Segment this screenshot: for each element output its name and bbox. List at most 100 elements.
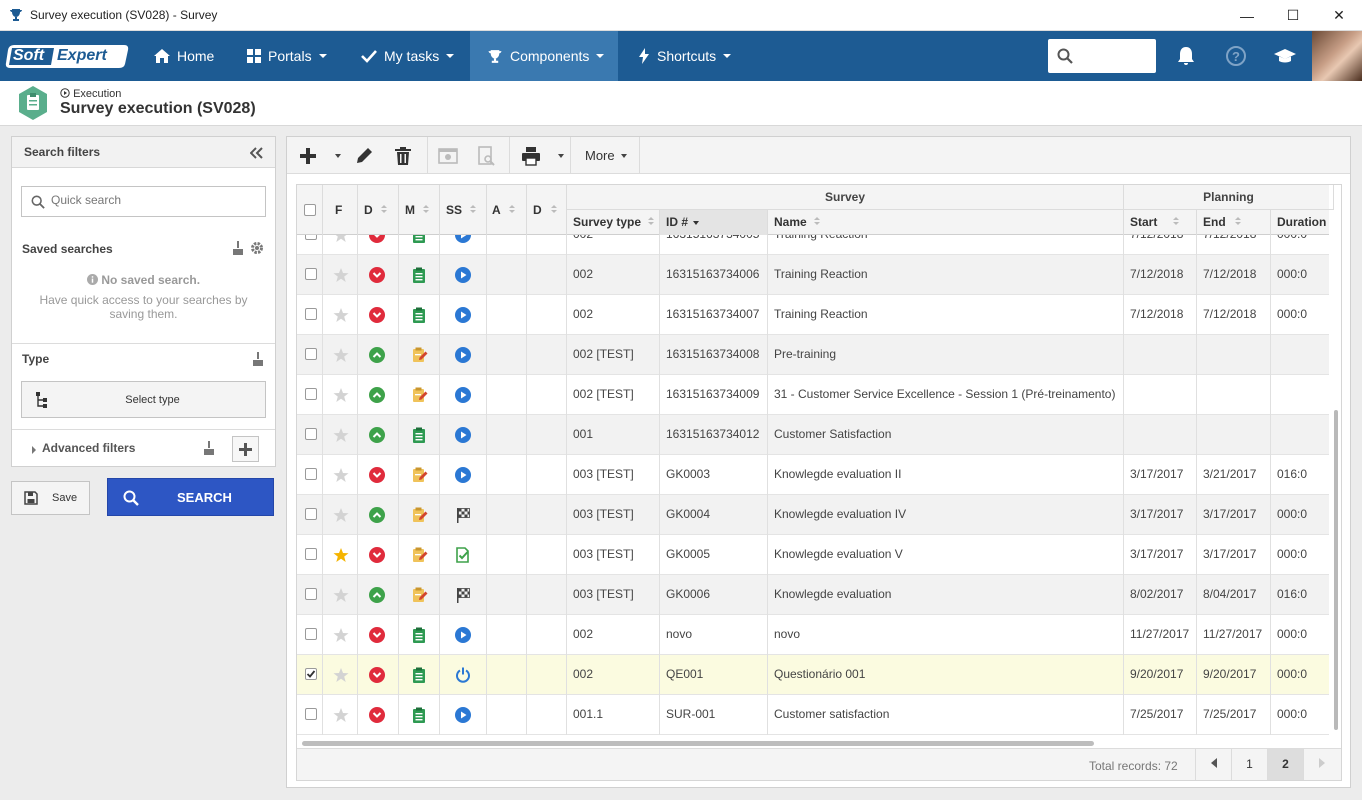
graduation-cap-icon[interactable] (1273, 44, 1297, 68)
col-f[interactable]: F (323, 185, 358, 235)
vertical-scroll-thumb[interactable] (1334, 410, 1338, 730)
star-icon[interactable] (333, 467, 349, 483)
star-icon[interactable] (333, 267, 349, 283)
end-date-cell: 11/27/2017 (1197, 615, 1271, 655)
row-checkbox[interactable] (305, 348, 317, 360)
col-id-label: ID # (666, 215, 689, 229)
row-checkbox[interactable] (305, 388, 317, 400)
clear-broom-icon[interactable] (203, 441, 215, 455)
row-checkbox[interactable] (305, 628, 317, 640)
bell-icon[interactable] (1174, 44, 1198, 68)
gear-icon[interactable] (250, 241, 264, 255)
col-d[interactable]: D (358, 185, 399, 235)
row-checkbox[interactable] (305, 508, 317, 520)
star-icon[interactable] (333, 235, 349, 243)
nav-my-tasks[interactable]: My tasks (348, 31, 464, 81)
end-date-cell: 8/04/2017 (1197, 575, 1271, 615)
table-row[interactable]: 003 [TEST] GK0004 Knowlegde evaluation IV 3… (297, 495, 1329, 535)
breadcrumb[interactable]: Execution (60, 88, 121, 100)
quick-search-field[interactable] (21, 186, 266, 217)
table-row[interactable]: 001 16315163734012 Customer Satisfaction (297, 415, 1329, 455)
search-button[interactable]: SEARCH (107, 478, 274, 516)
col-m[interactable]: M (399, 185, 440, 235)
row-checkbox[interactable] (305, 428, 317, 440)
quick-search-input[interactable] (51, 193, 251, 207)
status-down-icon (369, 707, 385, 723)
row-checkbox[interactable] (305, 235, 317, 240)
star-icon[interactable] (333, 707, 349, 723)
clear-broom-icon[interactable] (232, 241, 244, 255)
trash-icon[interactable] (392, 145, 414, 167)
table-row[interactable]: 002 novo novo 11/27/2017 11/27/2017 000:0 (297, 615, 1329, 655)
row-checkbox[interactable] (305, 548, 317, 560)
table-row[interactable]: 001.1 SUR-001 Customer satisfaction 7/25/20… (297, 695, 1329, 735)
nav-portals[interactable]: Portals (236, 31, 340, 81)
table-row[interactable]: 002 QE001 Questionário 001 9/20/2017 9/20/20… (297, 655, 1329, 695)
print-dropdown-caret[interactable] (558, 154, 564, 158)
duration-text: 016:0 (1277, 467, 1308, 481)
add-filter-button[interactable] (232, 436, 259, 462)
col-a[interactable]: A (487, 185, 527, 235)
col-d2[interactable]: D (527, 185, 567, 235)
star-icon[interactable] (333, 307, 349, 323)
nav-components[interactable]: Components (470, 31, 618, 81)
save-button[interactable]: Save (11, 481, 90, 515)
col-duration[interactable]: Duration (1271, 210, 1331, 235)
vertical-scrollbar[interactable] (1332, 235, 1340, 738)
star-icon[interactable] (333, 347, 349, 363)
collapse-double-chevron-icon[interactable] (250, 147, 264, 159)
col-ss[interactable]: SS (440, 185, 487, 235)
user-avatar[interactable] (1312, 31, 1362, 81)
survey-type-cell: 002 (567, 235, 660, 255)
close-button[interactable]: ✕ (1333, 7, 1345, 23)
col-end[interactable]: End (1197, 210, 1271, 235)
advanced-filters-toggle[interactable]: Advanced filters (42, 441, 136, 455)
row-checkbox[interactable] (305, 308, 317, 320)
horizontal-scrollbar[interactable] (297, 738, 1341, 748)
nav-shortcuts[interactable]: Shortcuts (626, 31, 746, 81)
add-dropdown-caret[interactable] (335, 154, 341, 158)
select-type-button[interactable]: Select type (21, 381, 266, 418)
star-icon[interactable] (333, 507, 349, 523)
table-row[interactable]: 002 [TEST] 16315163734009 31 - Customer Se… (297, 375, 1329, 415)
table-row[interactable]: 003 [TEST] GK0006 Knowlegde evaluation 8/02… (297, 575, 1329, 615)
document-search-icon (478, 146, 495, 166)
nav-home[interactable]: Home (141, 31, 229, 81)
pencil-edit-icon[interactable] (353, 145, 375, 167)
row-checkbox[interactable] (305, 468, 317, 480)
table-row[interactable]: 002 [TEST] 16315163734008 Pre-training (297, 335, 1329, 375)
row-checkbox[interactable] (305, 268, 317, 280)
add-icon[interactable] (297, 145, 319, 167)
star-icon[interactable] (333, 667, 349, 683)
col-start[interactable]: Start (1124, 210, 1197, 235)
row-checkbox[interactable] (305, 588, 317, 600)
row-checkbox[interactable] (305, 708, 317, 720)
select-all-checkbox[interactable] (304, 204, 316, 216)
star-icon[interactable] (333, 587, 349, 603)
star-filled-icon[interactable] (333, 547, 349, 563)
clear-broom-icon[interactable] (252, 352, 264, 366)
softexpert-logo[interactable]: Soft Expert (4, 42, 130, 70)
row-checkbox[interactable] (305, 668, 317, 680)
prev-page-button[interactable] (1195, 749, 1231, 780)
printer-icon[interactable] (520, 145, 542, 167)
more-menu[interactable]: More (585, 148, 627, 163)
horizontal-scroll-thumb[interactable] (302, 741, 1094, 746)
table-row[interactable]: 002 16315163734005 Training Reaction 7/12/2… (297, 235, 1329, 255)
star-icon[interactable] (333, 387, 349, 403)
table-row[interactable]: 002 16315163734007 Training Reaction 7/12/2… (297, 295, 1329, 335)
page-2-button[interactable]: 2 (1267, 749, 1303, 780)
page-1-button[interactable]: 1 (1231, 749, 1267, 780)
table-row[interactable]: 002 16315163734006 Training Reaction 7/12/2… (297, 255, 1329, 295)
col-id[interactable]: ID # (660, 210, 768, 235)
global-search-input[interactable] (1048, 39, 1156, 73)
table-row[interactable]: 003 [TEST] GK0003 Knowlegde evaluation II 3… (297, 455, 1329, 495)
maximize-button[interactable]: ☐ (1286, 7, 1300, 23)
minimize-button[interactable]: — (1240, 7, 1254, 24)
star-icon[interactable] (333, 427, 349, 443)
star-icon[interactable] (333, 627, 349, 643)
help-icon[interactable]: ? (1224, 44, 1248, 68)
table-row[interactable]: 003 [TEST] GK0005 Knowlegde evaluation V 3/… (297, 535, 1329, 575)
col-name[interactable]: Name (768, 210, 1124, 235)
col-survey-type[interactable]: Survey type (567, 210, 660, 235)
